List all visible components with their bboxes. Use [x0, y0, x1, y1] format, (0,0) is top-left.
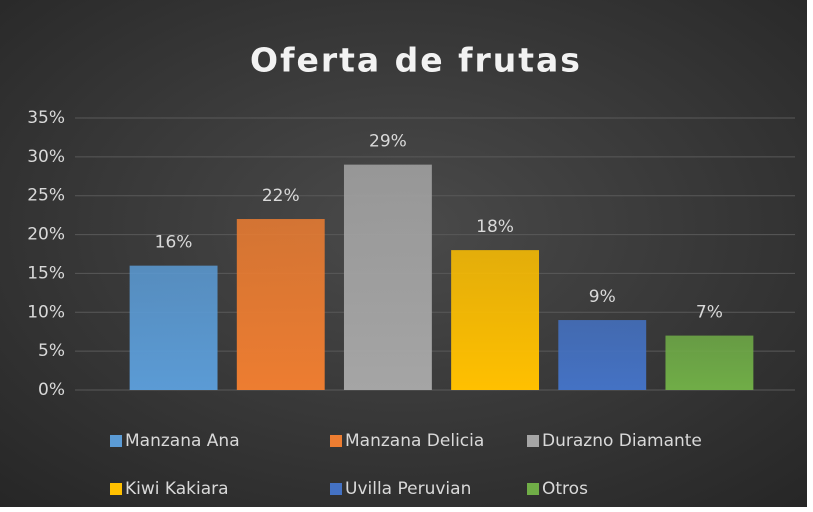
legend-label: Manzana Ana — [125, 431, 240, 451]
legend-swatch — [110, 435, 122, 447]
data-label: 7% — [696, 303, 723, 323]
data-label: 18% — [476, 217, 514, 237]
data-label: 16% — [155, 233, 193, 253]
y-tick-label: 5% — [38, 341, 65, 361]
bar — [665, 335, 754, 390]
y-tick-label: 20% — [27, 225, 65, 245]
legend-label: Manzana Delicia — [345, 431, 484, 451]
chart-title: Oferta de frutas — [250, 41, 582, 80]
legend-swatch — [110, 483, 122, 495]
bar — [236, 219, 325, 390]
bar — [129, 265, 218, 390]
bar — [451, 250, 540, 390]
data-label: 9% — [589, 287, 616, 307]
legend-swatch — [330, 483, 342, 495]
y-tick-label: 10% — [27, 302, 65, 322]
bar — [558, 320, 647, 390]
legend-label: Kiwi Kakiara — [125, 479, 229, 499]
legend-swatch — [527, 435, 539, 447]
legend-label: Uvilla Peruvian — [345, 479, 471, 499]
y-tick-label: 0% — [38, 380, 65, 400]
y-tick-label: 35% — [27, 108, 65, 128]
y-tick-label: 15% — [27, 263, 65, 283]
data-label: 22% — [262, 186, 300, 206]
legend-swatch — [330, 435, 342, 447]
y-tick-label: 30% — [27, 147, 65, 167]
bar — [343, 164, 432, 390]
y-tick-label: 25% — [27, 186, 65, 206]
legend-swatch — [527, 483, 539, 495]
legend-label: Durazno Diamante — [542, 431, 702, 451]
data-label: 29% — [369, 132, 407, 152]
legend-label: Otros — [542, 479, 588, 499]
